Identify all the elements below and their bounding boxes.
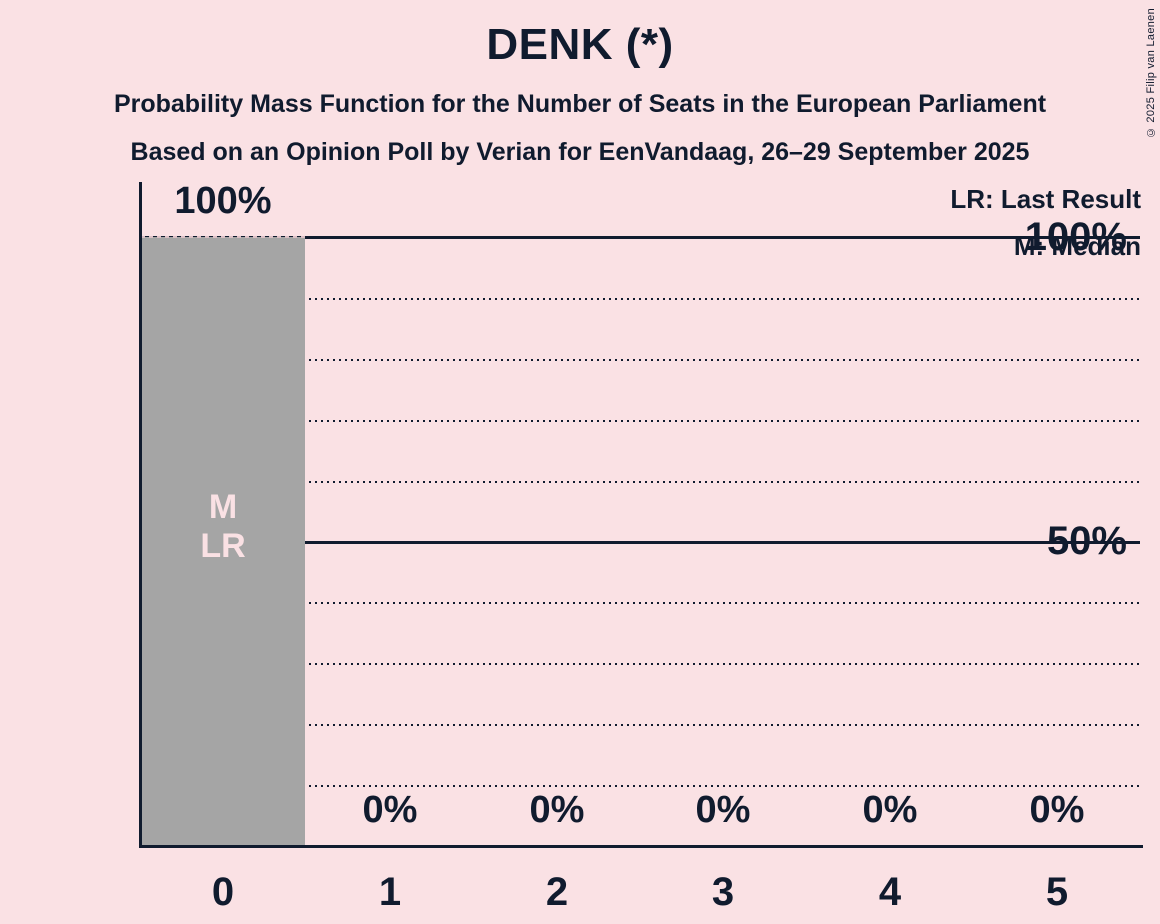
value-label-seat-1: 0% <box>362 789 418 831</box>
median-marker: M <box>208 488 238 526</box>
chart-subtitle-line1: Probability Mass Function for the Number… <box>113 90 1047 118</box>
value-label-seat-2: 0% <box>529 789 585 831</box>
last-result-marker: LR <box>200 527 246 565</box>
x-axis-line <box>139 845 1143 848</box>
x-tick-0: 0 <box>211 870 235 914</box>
gridline-50 <box>141 540 1140 544</box>
gridline-20 <box>141 724 1140 727</box>
bar-top-gridline-overlay <box>141 236 305 238</box>
value-label-seat-0: 100% <box>174 180 272 222</box>
x-tick-1: 1 <box>378 870 402 914</box>
y-axis-label-50: 50% <box>1046 519 1127 563</box>
legend-median: M: Median <box>1013 231 1141 261</box>
gridline-100 <box>141 236 1140 239</box>
legend-last-result: LR: Last Result <box>950 184 1141 214</box>
chart-subtitle-line2: Based on an Opinion Poll by Verian for E… <box>130 138 1030 166</box>
value-label-seat-3: 0% <box>695 789 751 831</box>
bar-annotation-seat-0: M LR <box>143 488 303 566</box>
bar-seat-0 <box>141 237 305 846</box>
value-label-seat-4: 0% <box>862 789 918 831</box>
x-tick-5: 5 <box>1045 870 1069 914</box>
x-tick-3: 3 <box>711 870 735 914</box>
chart-title: DENK (*) <box>486 20 674 69</box>
gridline-10 <box>141 785 1140 788</box>
x-tick-2: 2 <box>545 870 569 914</box>
copyright-notice: © 2025 Filip van Laenen <box>1145 8 1157 139</box>
gridline-30 <box>141 663 1140 666</box>
gridline-80 <box>141 358 1140 361</box>
x-tick-4: 4 <box>878 870 902 914</box>
gridline-90 <box>141 297 1140 300</box>
y-axis-line <box>139 182 142 848</box>
gridline-70 <box>141 419 1140 422</box>
plot-area: M LR 100% 0% 0% 0% 0% 0% 0 1 2 3 4 5 <box>140 181 1141 914</box>
gridline-60 <box>141 480 1140 483</box>
gridline-40 <box>141 602 1140 605</box>
value-label-seat-5: 0% <box>1029 789 1085 831</box>
y-axis-label-100: 100% <box>1024 215 1127 259</box>
